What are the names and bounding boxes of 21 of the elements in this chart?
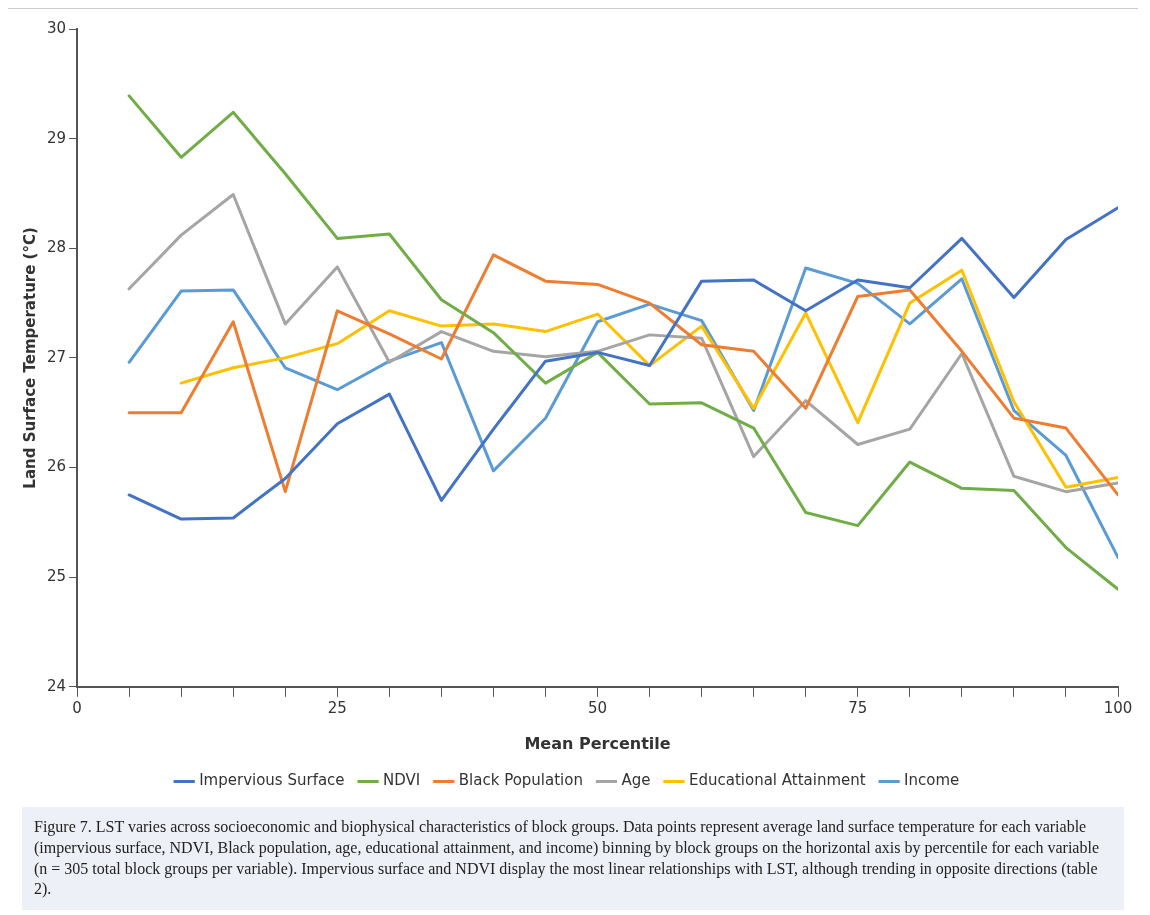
x-tick-label: 100 <box>1103 698 1133 717</box>
x-tick-label: 50 <box>588 698 608 717</box>
x-tick-label: 25 <box>327 698 347 717</box>
legend-label: Educational Attainment <box>688 771 866 790</box>
caption: Figure 7. LST varies across socioeconomic and biophysical characteristics of block groups. Data points represent average land surface temperature for each variable (impervious surface, NDVI, Black population, age, educational attainment, and income) binning by block groups on the horizontal axis by percentile for each variable (n = 305 total block groups per variable). Impervious surface and NDVI display the most linear relationships with LST, although trending in opposite directions (table 2). <box>22 807 1124 911</box>
x-tick-label: 0 <box>72 698 82 717</box>
legend-label: NDVI <box>383 771 421 790</box>
legend-label: Impervious Surface <box>199 771 345 790</box>
legend-label: Age <box>621 771 651 790</box>
y-tick-label: 30 <box>46 18 67 37</box>
x-axis-title: Mean Percentile <box>524 733 671 753</box>
y-tick-label: 27 <box>46 347 67 366</box>
y-axis-title: Land Surface Temperature (°C) <box>20 227 39 489</box>
y-tick-label: 25 <box>46 567 67 586</box>
y-tick-label: 29 <box>46 128 67 147</box>
y-tick-label: 28 <box>46 238 67 257</box>
legend-label: Black Population <box>458 771 583 790</box>
y-tick-label: 26 <box>46 457 67 476</box>
x-tick-label: 75 <box>848 698 868 717</box>
legend-label: Income <box>904 771 960 790</box>
y-tick-label: 24 <box>46 676 67 695</box>
